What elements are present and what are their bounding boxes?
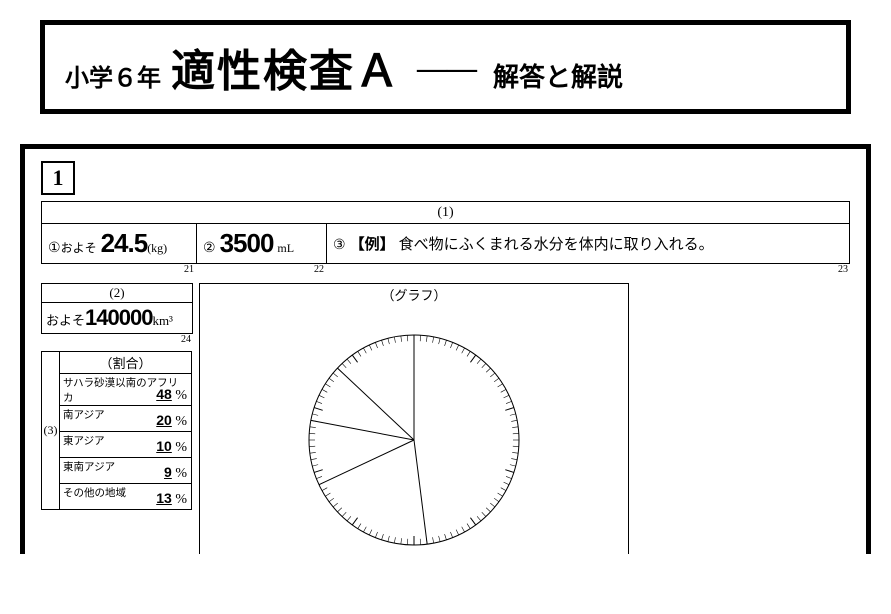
q1-a2-value: 3500 (220, 228, 274, 258)
rate-label-3: 東南アジア (63, 462, 115, 473)
rate-row-3: 東南アジア 9 % (60, 458, 192, 484)
q1-a3-cell: ③ 【例】 食べ物にふくまれる水分を体内に取り入れる。 (327, 224, 850, 264)
q1-a1-value: 24.5 (101, 228, 148, 258)
row-2: (2) およそ140000km³ 24 (3) （割合） サハラ砂漠以南のアフリ… (41, 283, 850, 554)
q2-wrap: (2) およそ140000km³ 24 (41, 283, 193, 345)
rate-row-1: 南アジア 20 % (60, 406, 192, 432)
rate-pct-2: 10 (156, 438, 172, 454)
q2-prefix: およそ (46, 313, 85, 328)
pg-22: 22 (196, 264, 326, 275)
rate-label-4: その他の地域 (63, 488, 126, 499)
subtitle: 解答と解説 (493, 57, 623, 94)
question-number-wrap: 1 (41, 161, 850, 195)
q1-a1-cell: ①およそ 24.5(kg) (42, 224, 197, 264)
pg-23: 23 (326, 264, 850, 275)
q3-wrap: (3) （割合） サハラ砂漠以南のアフリカ48 % 南アジア 20 % 東アジア 1… (41, 351, 193, 510)
q1-a1-prefix: およそ (61, 241, 97, 255)
pie-chart: サハラ砂漠以南のアフリカ南アジア東アジア東南アジアその他の地域 (200, 305, 628, 554)
q2-value: 140000 (85, 305, 152, 330)
graph-box: （グラフ） サハラ砂漠以南のアフリカ南アジア東アジア東南アジアその他の地域 (199, 283, 629, 554)
pg-21: 21 (41, 264, 196, 275)
rate-row-2: 東アジア 10 % (60, 432, 192, 458)
q1-pagenums: 21 22 23 (41, 264, 850, 275)
rate-head: （割合） (60, 352, 192, 374)
title-divider: —— (417, 52, 477, 86)
rate-pct-1: 20 (156, 412, 172, 428)
left-column: (2) およそ140000km³ 24 (3) （割合） サハラ砂漠以南のアフリ… (41, 283, 193, 554)
rate-table: （割合） サハラ砂漠以南のアフリカ48 % 南アジア20 % 東アジア10 % … (59, 351, 192, 510)
rate-pct-4: 13 (156, 490, 172, 506)
q3-side: (3) (41, 351, 59, 510)
rate-u-0: % (175, 388, 187, 403)
rate-pct-3: 9 (164, 464, 172, 480)
q2-unit: km³ (152, 313, 173, 328)
rate-u-3: % (175, 466, 187, 481)
rate-label-2: 東アジア (63, 436, 105, 447)
content-frame: 1 (1) ①およそ 24.5(kg) ② 3500 mL ③ 【例】 食べ物に… (20, 144, 871, 554)
graph-head: （グラフ） (200, 284, 628, 305)
q2-body: およそ140000km³ (42, 303, 192, 333)
q1-a2-num: ② (203, 241, 216, 256)
q1-head: (1) (42, 202, 850, 224)
rate-pct-0: 48 (156, 386, 172, 402)
rate-row-4: その他の地域 13 % (60, 484, 192, 510)
rate-u-1: % (175, 414, 187, 429)
title-box: 小学６年 適性検査Ａ —— 解答と解説 (40, 20, 851, 114)
exam-title: 適性検査Ａ (171, 35, 401, 99)
pg-24: 24 (41, 334, 193, 345)
q2-head: (2) (42, 284, 192, 303)
rate-row-0: サハラ砂漠以南のアフリカ48 % (60, 374, 192, 406)
q1-table: (1) ①およそ 24.5(kg) ② 3500 mL ③ 【例】 食べ物にふく… (41, 201, 850, 264)
q1-a1-num: ① (48, 241, 61, 256)
rate-label-1: 南アジア (63, 410, 105, 421)
q2-box: (2) およそ140000km³ (41, 283, 193, 334)
q1-a1-unit: (kg) (147, 241, 167, 255)
q1-a3-num: ③ (333, 238, 346, 253)
rate-u-2: % (175, 440, 187, 455)
question-number: 1 (41, 161, 75, 195)
rate-u-4: % (175, 492, 187, 507)
q1-a2-cell: ② 3500 mL (197, 224, 327, 264)
grade-label: 小学６年 (65, 58, 161, 93)
q1-a3-text: 食べ物にふくまれる水分を体内に取り入れる。 (399, 237, 714, 253)
q1-a3-tag: 【例】 (350, 237, 395, 253)
q1-a2-unit: mL (277, 241, 294, 255)
